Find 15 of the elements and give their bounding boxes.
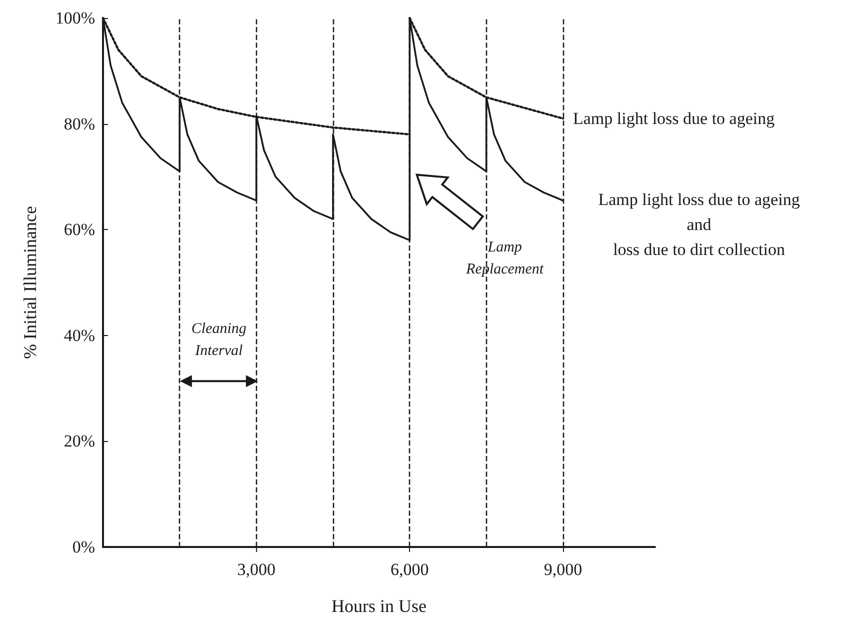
y-tick-label: 60% [64,220,95,240]
x-axis-title: Hours in Use [332,596,427,616]
y-axis-title: % Initial Illuminance [20,206,40,359]
y-tick-label: 20% [64,432,95,451]
y-tick-label: 40% [64,326,95,345]
annotation: Cleaning Interval [191,321,247,360]
series-label: Lamp light loss due to ageing [573,109,776,128]
text: Lamp light loss due to ageing and loss due to dirt collection [598,190,800,260]
y-tick-label: 0% [72,538,95,556]
x-tick-label: 6,000 [390,560,429,579]
x-tick-label: 9,000 [544,560,582,579]
x-tick-label: 3,000 [237,560,276,579]
y-tick-label: 80% [64,114,95,134]
annotation: Lamp Replacement [465,240,544,278]
y-tick-label: 100% [55,8,95,28]
